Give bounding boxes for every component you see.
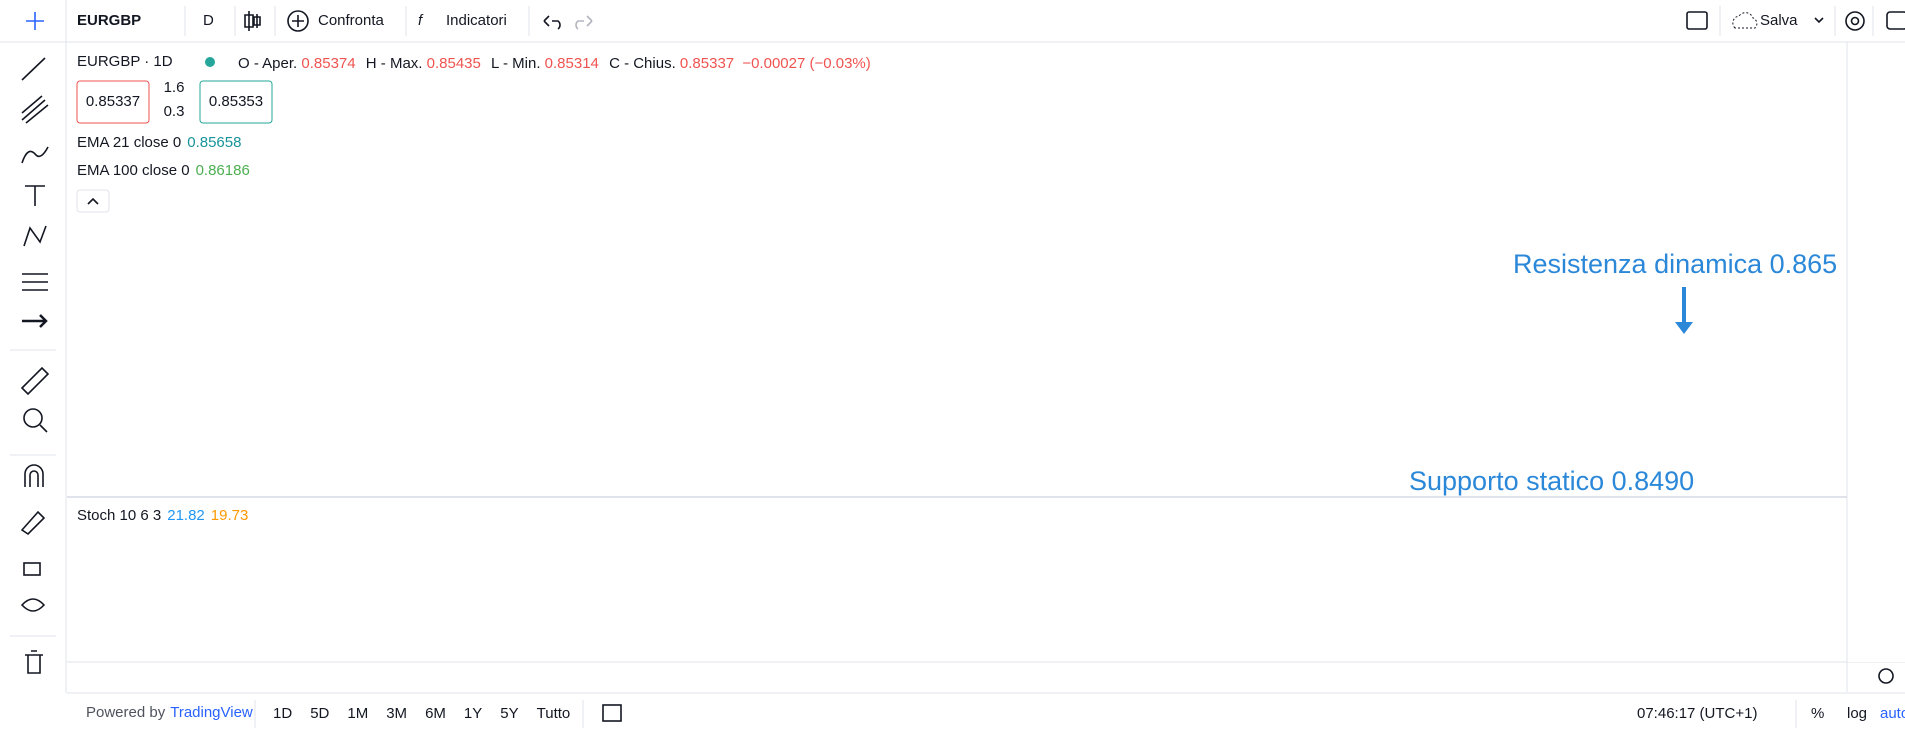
undo-icon[interactable] [543, 15, 561, 30]
stoch-d-value: 19.73 [211, 507, 249, 524]
stoch-legend: Stoch 10 6 3 21.82 19.73 [77, 507, 248, 524]
collapse-icon [87, 197, 99, 205]
percent-toggle[interactable]: % [1811, 705, 1824, 722]
ema100-legend: EMA 100 close 0 0.86186 [77, 162, 250, 179]
crosshair-icon[interactable] [26, 12, 44, 30]
delete-tool[interactable] [25, 650, 43, 674]
market-status [205, 57, 215, 67]
legend-title: EURGBP · 1D [77, 53, 173, 70]
pattern-tool[interactable] [23, 225, 47, 247]
range-buttons: 1D 5D 1M 3M 6M 1Y 5Y Tutto [273, 705, 570, 722]
range-button[interactable]: 1D [273, 705, 292, 722]
collapse-legend[interactable] [76, 189, 110, 213]
stoch-k-value: 21.82 [167, 507, 205, 524]
text-tool[interactable] [25, 185, 45, 206]
sell-box[interactable] [76, 80, 150, 124]
ohlc-legend: O - Aper. 0.85374 H - Max. 0.85435 L - M… [238, 55, 871, 72]
compare-button[interactable]: Confronta [318, 12, 385, 29]
interval[interactable]: D [203, 12, 214, 29]
range-button[interactable]: 5Y [500, 705, 518, 722]
fib-tool[interactable] [21, 95, 49, 124]
save-button[interactable]: Salva [1760, 12, 1798, 29]
high-value: 0.85435 [427, 55, 481, 72]
arrow-tool[interactable] [22, 314, 48, 328]
low-label: L - Min. [491, 55, 540, 72]
goto-date-icon[interactable] [602, 704, 622, 722]
save-dropdown[interactable] [1814, 17, 1824, 24]
log-toggle[interactable]: log [1847, 705, 1867, 722]
change-value: −0.00027 (−0.03%) [742, 55, 870, 72]
top-toolbar [0, 0, 1905, 42]
resistance-annotation[interactable]: Resistenza dinamica 0.865 [1513, 249, 1837, 279]
lock-tool[interactable] [23, 562, 41, 576]
symbol[interactable]: EURGBP [77, 12, 141, 29]
buy-box[interactable] [199, 80, 273, 124]
close-value: 0.85337 [680, 55, 734, 72]
trend-line-tool[interactable] [21, 57, 46, 81]
range-button[interactable]: 3M [386, 705, 407, 722]
range-button[interactable]: 1M [347, 705, 368, 722]
low-value: 0.85314 [545, 55, 599, 72]
ema100-name: EMA 100 close 0 [77, 162, 190, 179]
redo-icon[interactable] [575, 15, 593, 30]
range-button[interactable]: 6M [425, 705, 446, 722]
prediction-tool[interactable] [22, 273, 48, 291]
open-label: O - Aper. [238, 55, 297, 72]
range-button[interactable]: 1Y [464, 705, 482, 722]
compare-plus [292, 15, 304, 27]
indicators-icon[interactable]: f [418, 12, 424, 29]
clock[interactable]: 07:46:17 (UTC+1) [1637, 705, 1757, 722]
ema21-name: EMA 21 close 0 [77, 134, 181, 151]
brush-tool[interactable] [21, 146, 49, 164]
ruler-tool[interactable] [20, 366, 50, 396]
ema21-legend: EMA 21 close 0 0.85658 [77, 134, 241, 151]
range-button[interactable]: 5D [310, 705, 329, 722]
auto-toggle[interactable]: auto [1880, 705, 1905, 722]
magnet-tool[interactable] [24, 464, 44, 487]
settings-icon-center [1850, 16, 1860, 26]
volume: 0.3 [164, 103, 185, 120]
settings-icon[interactable] [1845, 11, 1865, 31]
range-button[interactable]: Tutto [537, 705, 571, 722]
powered-text: Powered by [86, 704, 166, 721]
layout-icon[interactable] [1686, 11, 1708, 30]
zoom-tool[interactable] [23, 408, 43, 428]
ema100-value: 0.86186 [196, 162, 250, 179]
price-axis [1847, 42, 1905, 662]
zoom-handle [39, 424, 48, 433]
indicators-button[interactable]: Indicatori [446, 12, 507, 29]
visibility-tool[interactable] [20, 598, 46, 612]
close-label: C - Chius. [609, 55, 676, 72]
open-value: 0.85374 [301, 55, 355, 72]
support-annotation[interactable]: Supporto statico 0.8490 [1409, 466, 1694, 496]
bottom-bar [0, 693, 1905, 736]
lock-draw-tool[interactable] [20, 510, 46, 536]
brand[interactable]: TradingView [170, 704, 253, 721]
powered-by[interactable]: Powered by TradingView [86, 704, 253, 721]
sell-price[interactable]: 0.85337 [86, 93, 140, 110]
chart-type-icon[interactable] [244, 11, 261, 31]
buy-price[interactable]: 0.85353 [209, 93, 263, 110]
time-axis-settings[interactable] [1878, 668, 1894, 684]
stoch-title: Stoch 10 6 3 [77, 507, 161, 524]
snapshot-icon[interactable] [1886, 11, 1905, 30]
ema21-value: 0.85658 [187, 134, 241, 151]
spread: 1.6 [164, 79, 185, 96]
annotation-arrowhead [1675, 322, 1693, 334]
high-label: H - Max. [366, 55, 423, 72]
compare-icon[interactable] [287, 10, 309, 32]
